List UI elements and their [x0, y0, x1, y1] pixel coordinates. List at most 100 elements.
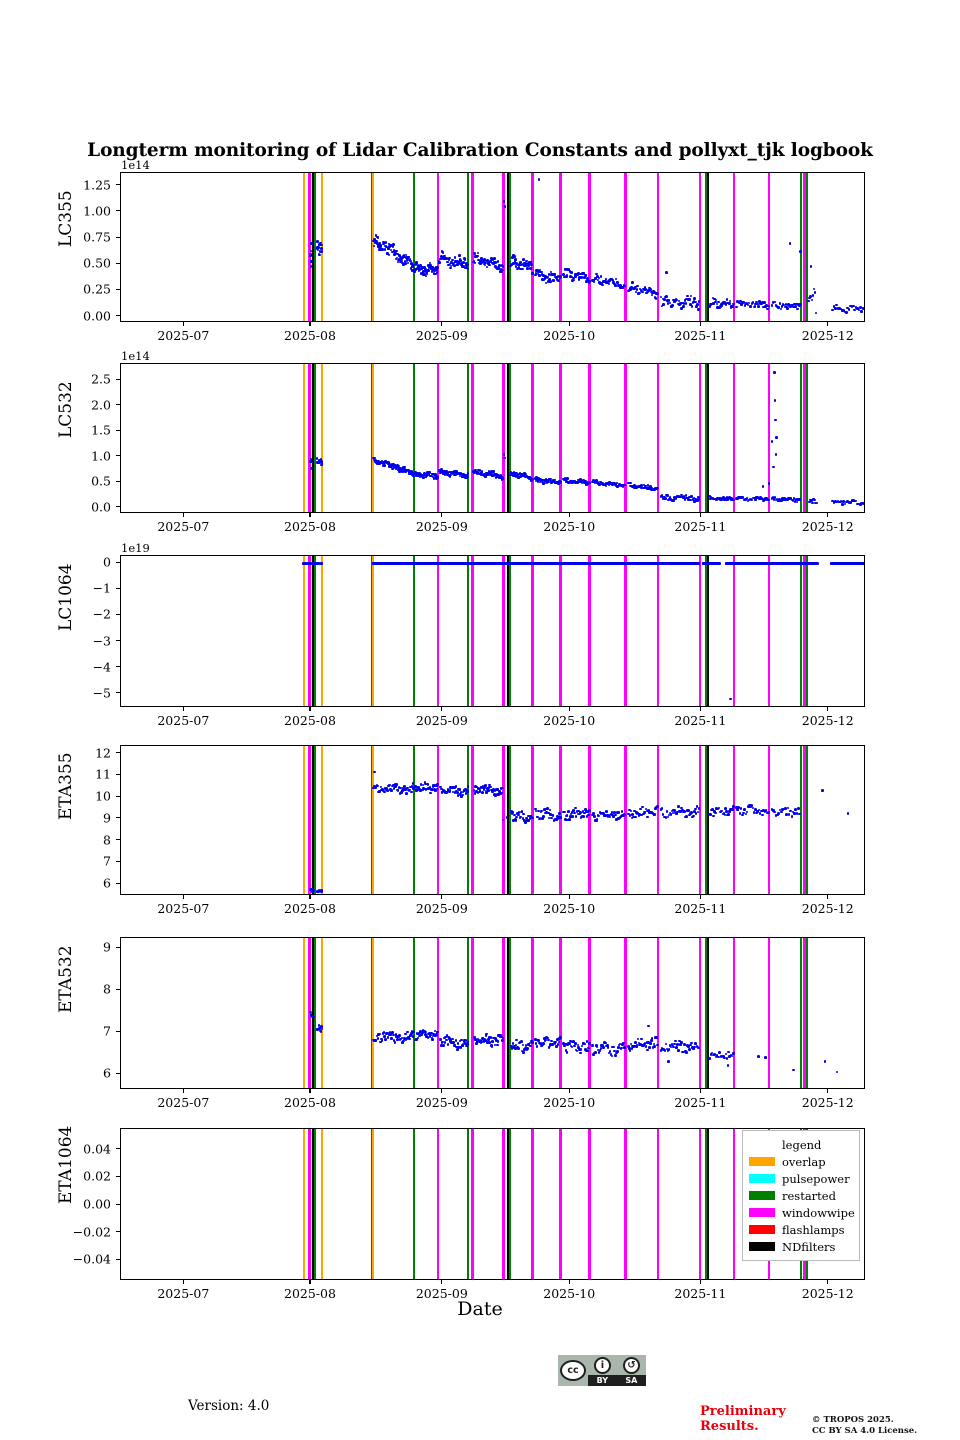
data-point [492, 788, 495, 791]
data-point [680, 806, 683, 810]
data-point [850, 305, 854, 308]
data-point [606, 281, 609, 285]
data-point [772, 809, 775, 812]
event-line-restarted [704, 746, 708, 894]
data-point [585, 1040, 589, 1044]
data-point [592, 280, 596, 284]
data-point [473, 1036, 477, 1039]
data-point [618, 285, 622, 289]
data-point [494, 1037, 498, 1040]
legend-item-pulsepower[interactable]: pulsepower [749, 1170, 852, 1187]
data-point [770, 303, 774, 307]
data-point [482, 474, 486, 478]
data-point [665, 295, 668, 298]
data-point [836, 500, 840, 503]
data-point [529, 261, 532, 264]
data-point [683, 810, 686, 813]
data-point [452, 1041, 455, 1044]
data-point [402, 788, 406, 792]
x-tick-mark [441, 1089, 443, 1093]
data-point [664, 1042, 668, 1046]
data-point [562, 272, 565, 276]
event-line-windowwipe [559, 173, 562, 321]
data-point [715, 302, 719, 306]
data-point [408, 470, 411, 473]
data-point [813, 291, 817, 294]
data-point [718, 1051, 721, 1055]
data-point [739, 303, 743, 306]
legend-item-NDfilters[interactable]: NDfilters [749, 1238, 852, 1255]
y-tick-mark [116, 1203, 120, 1205]
data-point [579, 477, 582, 481]
data-point [611, 279, 615, 282]
data-point [403, 785, 407, 788]
data-point [411, 265, 415, 268]
legend-item-overlap[interactable]: overlap [749, 1153, 852, 1170]
data-point [311, 889, 315, 892]
data-point [384, 1038, 387, 1041]
x-tick-ETA1064-5: 2025-12 [801, 1286, 854, 1301]
data-point [378, 242, 381, 245]
data-point [521, 817, 525, 820]
data-point [774, 814, 778, 817]
data-point [488, 263, 492, 267]
y-tick-mark [116, 587, 120, 589]
data-point [794, 808, 798, 811]
event-line-windowwipe [767, 556, 771, 706]
data-point [568, 1042, 571, 1045]
data-point [502, 453, 506, 456]
data-point [488, 1041, 492, 1045]
event-line-windowwipe [531, 938, 534, 1088]
data-point [310, 460, 313, 464]
data-point [840, 503, 844, 506]
data-point [795, 500, 799, 504]
data-point [412, 787, 416, 790]
data-point [835, 1070, 839, 1074]
data-point [669, 1045, 673, 1049]
legend[interactable]: legend overlap pulsepower restarted windoww… [742, 1130, 860, 1261]
data-point [642, 483, 646, 487]
data-point [428, 1035, 432, 1038]
data-point [573, 1044, 576, 1048]
data-point [737, 806, 741, 810]
data-point [501, 265, 505, 269]
plot-ETA532 [120, 937, 865, 1089]
data-point [404, 1038, 408, 1042]
data-point [777, 812, 780, 815]
data-point [652, 289, 655, 293]
data-point [731, 808, 734, 811]
data-point [546, 280, 550, 284]
copyright-notice: © TROPOS 2025. CC BY SA 4.0 License. [812, 1415, 917, 1438]
legend-item-windowwipe[interactable]: windowwipe [749, 1204, 855, 1221]
data-point [755, 300, 759, 304]
data-point [709, 1053, 713, 1056]
data-point [832, 305, 836, 308]
data-point [608, 815, 612, 819]
data-point [728, 496, 732, 500]
data-point [613, 283, 617, 287]
event-line-restarted [313, 364, 317, 512]
data-point [542, 481, 545, 485]
x-tick-ETA1064-4: 2025-11 [674, 1286, 727, 1301]
data-point [495, 1043, 499, 1047]
data-point [482, 788, 486, 791]
x-tick-LC1064-1: 2025-08 [283, 713, 336, 728]
data-point [795, 811, 799, 815]
legend-item-restarted[interactable]: restarted [749, 1187, 852, 1204]
data-point [522, 812, 526, 816]
data-point [728, 810, 731, 814]
data-point [543, 276, 547, 280]
creative-commons-badge[interactable]: cc i ↺ BY SA [558, 1355, 646, 1386]
data-point [679, 810, 682, 814]
legend-item-flashlamps[interactable]: flashlamps [749, 1221, 852, 1238]
data-point [683, 299, 687, 302]
event-line-NDfilters [706, 173, 710, 321]
data-point [782, 303, 786, 307]
data-point [487, 1036, 491, 1039]
data-point [666, 494, 669, 497]
data-point [499, 268, 503, 271]
data-point [697, 300, 701, 303]
data-point [458, 1039, 462, 1043]
data-point [513, 259, 517, 263]
event-line-restarted [412, 556, 415, 706]
